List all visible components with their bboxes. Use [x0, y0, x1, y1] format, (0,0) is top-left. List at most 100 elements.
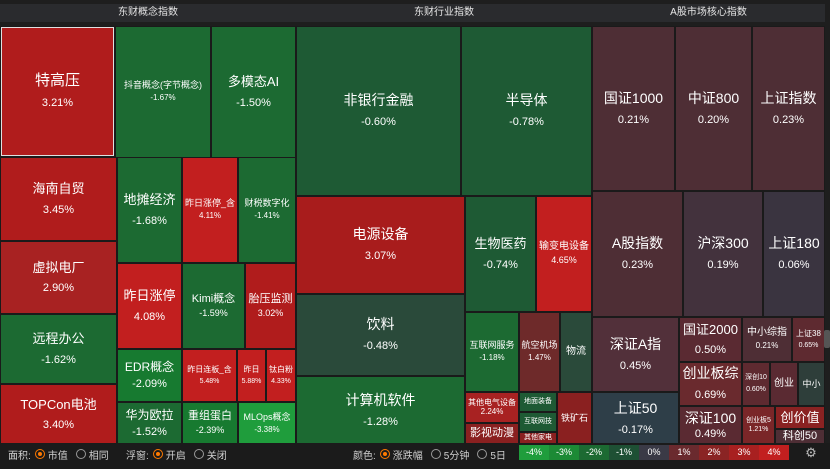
heatmap-tile[interactable]: 航空机场 1.47%	[519, 312, 560, 392]
tile-name: 科创50	[782, 430, 818, 443]
heatmap-tile[interactable]: 物流	[560, 312, 592, 392]
heatmap-tile[interactable]: 计算机软件 -1.28%	[296, 376, 465, 445]
heatmap-tile[interactable]: 影视动漫	[465, 423, 519, 445]
tile-change: -1.62%	[41, 353, 76, 366]
tile-name: 深证100	[684, 409, 737, 426]
tile-change: 0.23%	[772, 113, 805, 126]
heatmap-tile[interactable]: 半导体 -0.78%	[461, 26, 592, 196]
heatmap-tile[interactable]: TOPCon电池 3.40%	[0, 384, 117, 445]
heatmap-tile[interactable]: 互联网服务 -1.18%	[465, 312, 519, 392]
tile-change: 4.08%	[133, 310, 166, 323]
heatmap-tile[interactable]: 昨日连板_含 5.48%	[182, 349, 237, 402]
heatmap-tile[interactable]: 多模态AI -1.50%	[211, 26, 296, 158]
tile-name: 航空机场	[521, 340, 558, 351]
color-option-change[interactable]: 涨跌幅	[379, 447, 423, 462]
radio-icon	[75, 449, 86, 459]
color-setting: 颜色: 涨跌幅 5分钟 5日	[353, 443, 510, 465]
tile-name: 创价值	[780, 409, 820, 425]
heatmap-tile[interactable]: 创业	[770, 362, 798, 406]
heatmap-tile[interactable]: 胎压监测 3.02%	[245, 263, 296, 349]
float-option-on[interactable]: 开启	[152, 447, 186, 462]
heatmap-tile[interactable]: 国证2000 0.50%	[679, 317, 742, 362]
tile-name: 上证180	[768, 235, 820, 252]
tile-name: 上证50	[613, 399, 658, 416]
heatmap-tile[interactable]: 国证1000 0.21%	[592, 26, 675, 191]
tile-change: -1.18%	[479, 353, 505, 363]
tile-change: 0.19%	[707, 259, 739, 272]
heatmap-tile[interactable]: 中证800 0.20%	[675, 26, 752, 191]
radio-icon	[193, 449, 204, 459]
tile-name: 虚拟电厂	[32, 259, 85, 275]
area-option-equal[interactable]: 相同	[75, 447, 109, 462]
heatmap-tile[interactable]: 昨日涨停 4.08%	[117, 263, 182, 349]
heatmap-tile[interactable]: 上证50 -0.17%	[592, 392, 679, 445]
gear-icon[interactable]: ⚙	[805, 445, 817, 460]
heatmap-tile[interactable]: 中小	[798, 362, 825, 406]
heatmap-tile[interactable]: 输变电设备 4.65%	[536, 196, 592, 312]
heatmap-tile[interactable]: 虚拟电厂 2.90%	[0, 241, 117, 314]
heatmap-tile[interactable]: 海南自贸 3.45%	[0, 157, 117, 241]
tile-name: 生物医药	[474, 236, 527, 252]
area-option-market-cap[interactable]: 市值	[34, 447, 68, 462]
tile-change: 2.90%	[42, 282, 75, 295]
tile-name: 物流	[566, 346, 586, 357]
tile-change: 0.21%	[617, 113, 650, 126]
tile-name: 其他电气设备	[468, 397, 516, 407]
heatmap-tile[interactable]: 中小综指 0.21%	[742, 317, 792, 362]
heatmap-tile[interactable]: 上证180 0.06%	[763, 191, 825, 317]
heatmap-tile[interactable]: 地面装备	[519, 392, 557, 412]
legend-swatch: 3%	[729, 445, 759, 460]
tile-name: 特高压	[34, 72, 80, 90]
color-label: 颜色:	[353, 450, 376, 462]
heatmap-tile[interactable]: 深证A指 0.45%	[592, 317, 679, 392]
heatmap-tile[interactable]: 铁矿石	[557, 392, 592, 445]
tile-name: 中证800	[687, 89, 740, 106]
heatmap-tile[interactable]: 地摊经济 -1.68%	[117, 157, 182, 263]
tile-name: Kimi概念	[191, 292, 236, 305]
heatmap-tile[interactable]: 财税数字化 -1.41%	[238, 157, 296, 263]
heatmap-tile[interactable]: 昨日涨停_含 4.11%	[182, 157, 238, 263]
tile-name: 影视动漫	[470, 427, 514, 440]
heatmap-tile[interactable]: 特高压 3.21%	[0, 26, 115, 157]
heatmap-tile[interactable]: 重组蛋白 -2.39%	[182, 402, 238, 445]
concept-index-panel: 东财概念指数	[0, 4, 296, 441]
heatmap-tile[interactable]: 华为欧拉 -1.52%	[117, 402, 182, 445]
heatmap-tile[interactable]: 抖音概念(字节概念) -1.67%	[115, 26, 211, 158]
heatmap-tile[interactable]: 上证指数 0.23%	[752, 26, 825, 191]
tile-name: 海南自贸	[32, 181, 85, 197]
heatmap-tile[interactable]: Kimi概念 -1.59%	[182, 263, 245, 349]
color-option-5min[interactable]: 5分钟	[430, 447, 469, 462]
heatmap-tile[interactable]: 创业板5 1.21%	[742, 406, 775, 445]
heatmap-tile[interactable]: 深证100 0.49%	[679, 406, 742, 445]
heatmap-tile[interactable]: EDR概念 -2.09%	[117, 349, 182, 402]
heatmap-tile[interactable]: MLOps概念 -3.38%	[238, 402, 296, 445]
heatmap-tile[interactable]: 科创50	[775, 429, 825, 445]
color-option-5day[interactable]: 5日	[477, 447, 506, 462]
heatmap-tile[interactable]: 昨日 5.88%	[237, 349, 266, 402]
heatmap-tile[interactable]: 沪深300 0.19%	[683, 191, 763, 317]
heatmap-tile[interactable]: 钛白粉 4.33%	[266, 349, 296, 402]
tile-name: 沪深300	[697, 235, 749, 252]
tile-name: 输变电设备	[539, 241, 589, 253]
float-option-off[interactable]: 关闭	[193, 447, 227, 462]
heatmap-tile[interactable]: 深创10 0.60%	[742, 362, 770, 406]
tile-name: 半导体	[505, 92, 548, 109]
tile-name: 抖音概念(字节概念)	[124, 80, 202, 91]
heatmap-tile[interactable]: 互联网技	[519, 412, 557, 432]
heatmap-tile[interactable]: 其他电气设备 2.24%	[465, 392, 519, 423]
float-label: 浮窗:	[126, 450, 149, 462]
heatmap-tile[interactable]: 远程办公 -1.62%	[0, 314, 117, 384]
tile-name: 国证1000	[603, 89, 664, 106]
heatmap-tile[interactable]: 创价值	[775, 406, 825, 429]
legend-swatch: -4%	[519, 445, 549, 460]
scroll-handle[interactable]	[824, 330, 830, 348]
heatmap-tile[interactable]: 上证38 0.65%	[792, 317, 825, 362]
tile-change: -1.68%	[132, 214, 167, 227]
heatmap-tile[interactable]: A股指数 0.23%	[592, 191, 683, 317]
heatmap-tile[interactable]: 电源设备 3.07%	[296, 196, 465, 294]
heatmap-tile[interactable]: 创业板综 0.69%	[679, 362, 742, 406]
heatmap-tile[interactable]: 饮料 -0.48%	[296, 294, 465, 376]
heatmap-tile[interactable]: 非银行金融 -0.60%	[296, 26, 461, 196]
heatmap-tile[interactable]: 生物医药 -0.74%	[465, 196, 536, 312]
tile-name: 互联网技	[524, 417, 552, 425]
